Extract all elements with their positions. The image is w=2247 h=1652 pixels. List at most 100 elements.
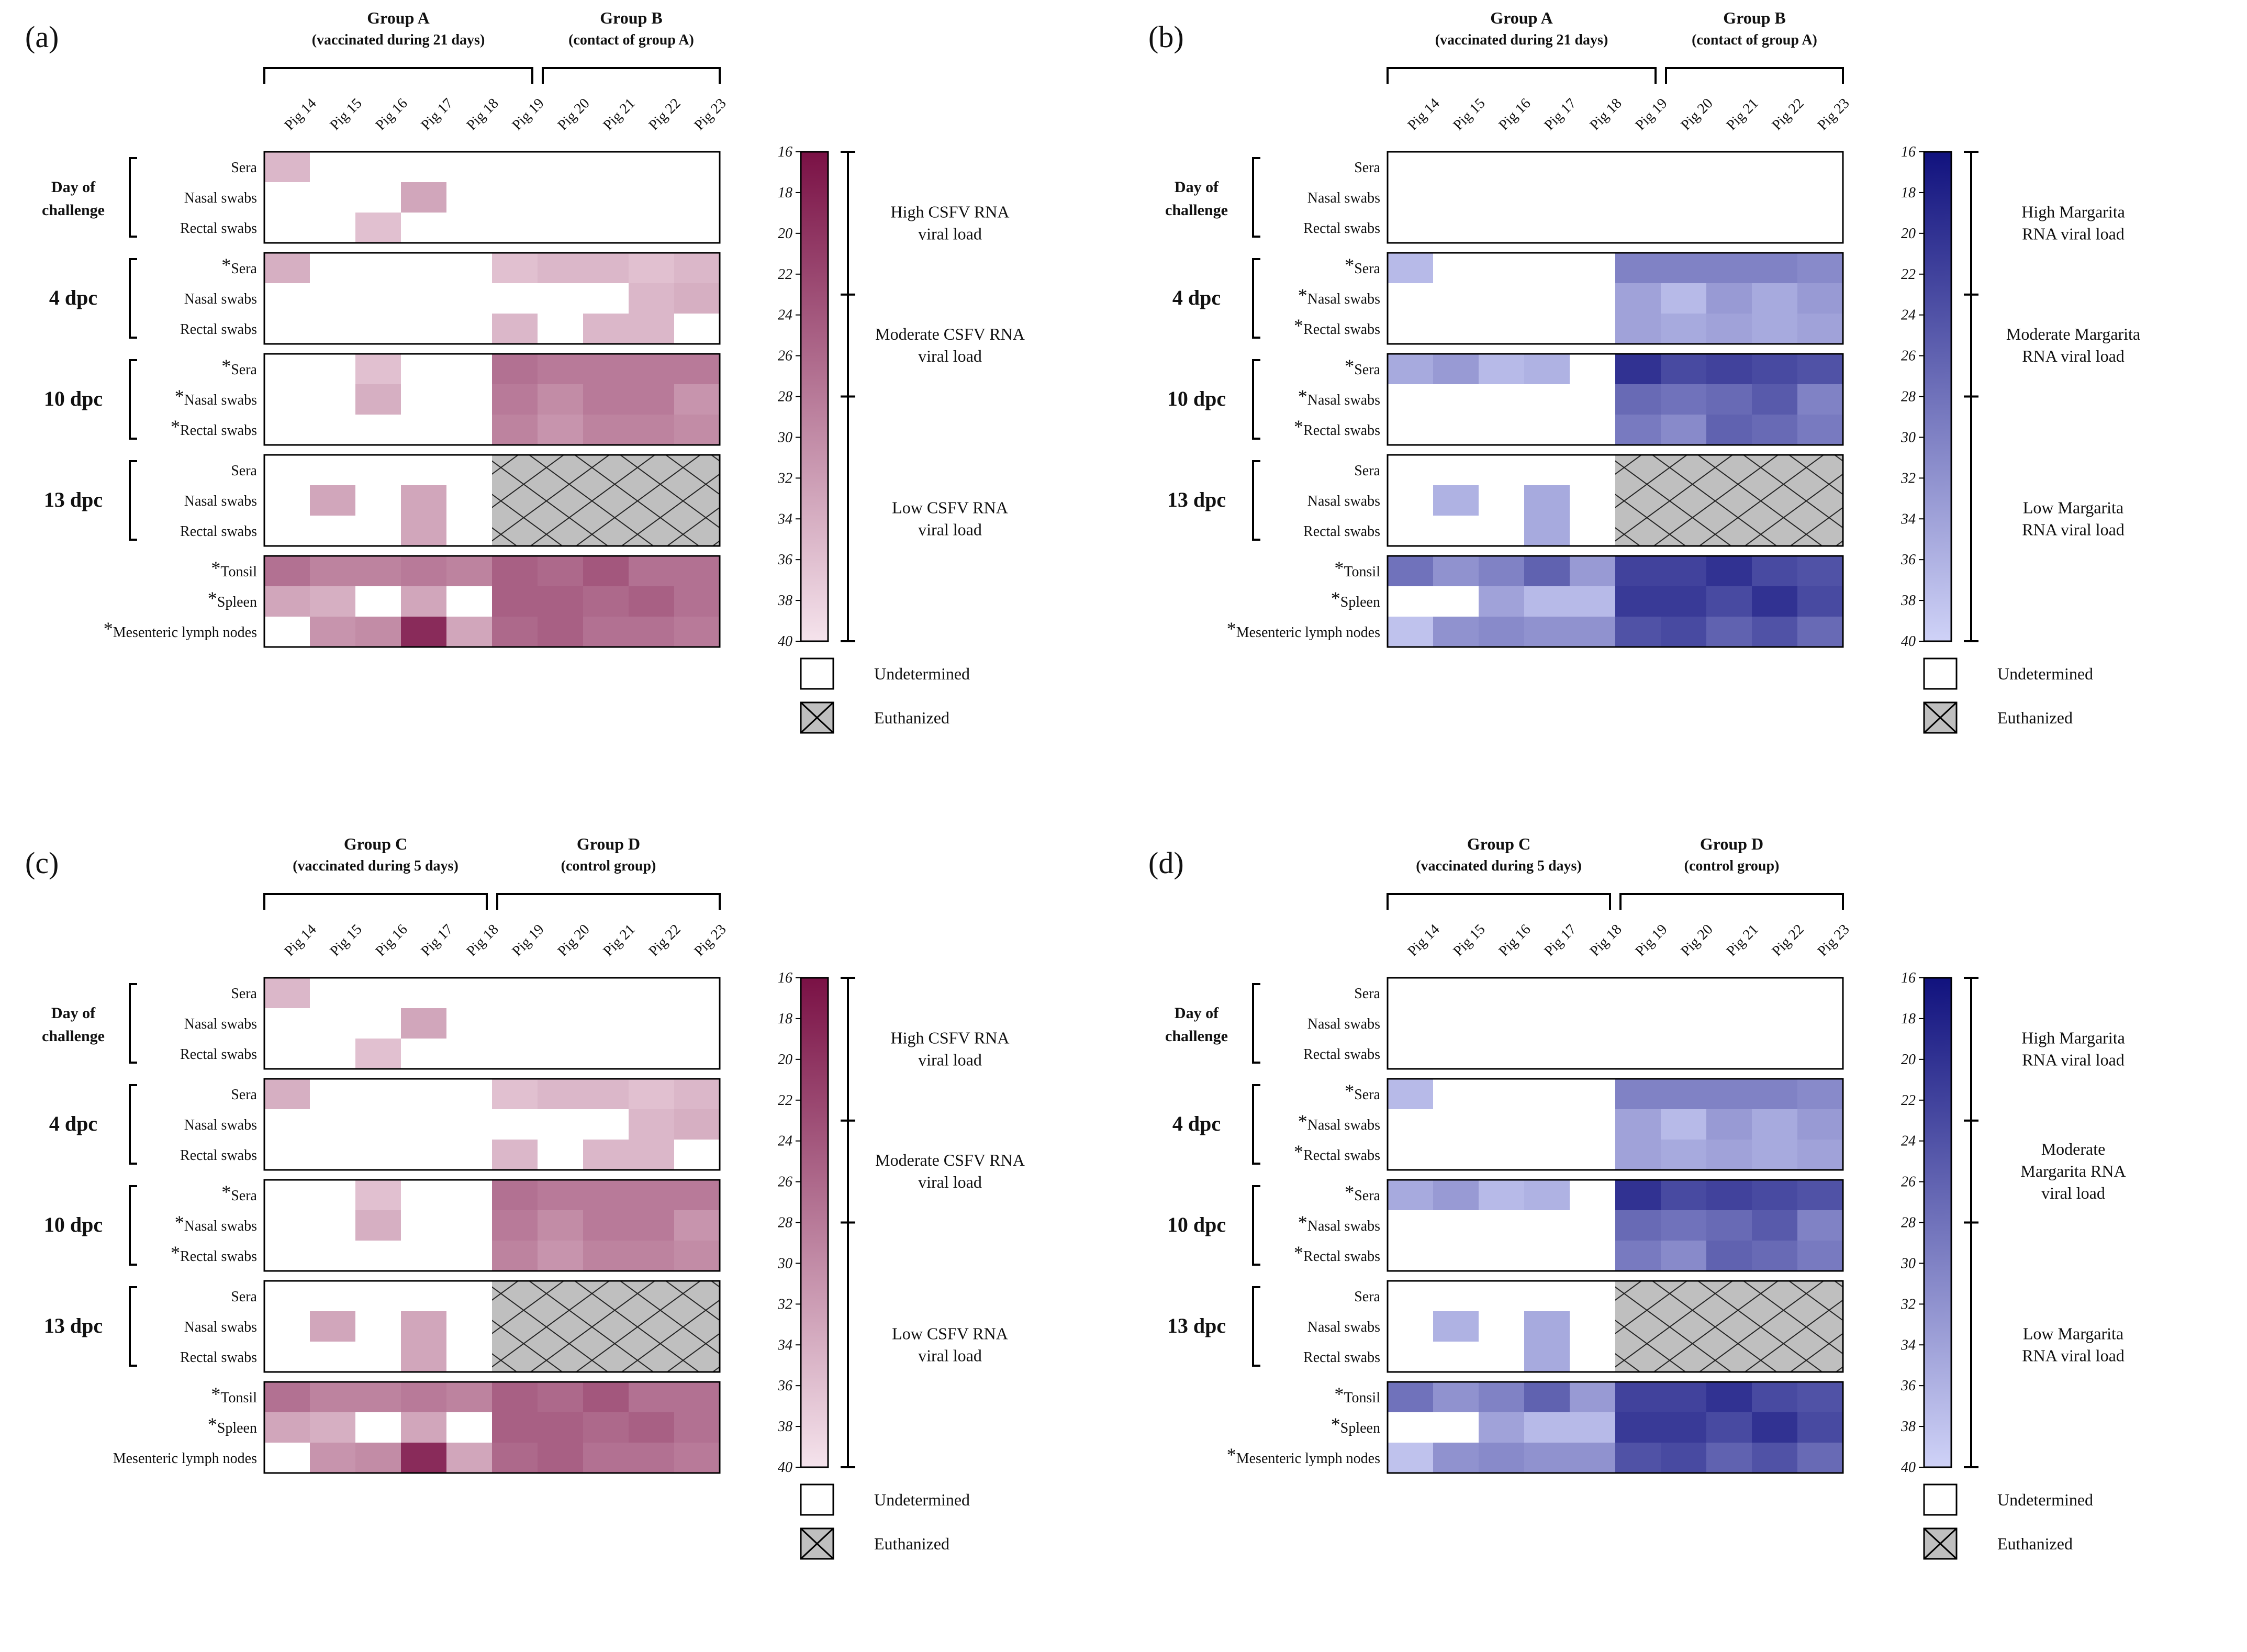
heatmap-cell-undetermined — [1388, 1342, 1434, 1372]
heatmap-cell-undetermined — [446, 485, 493, 516]
heatmap-cell — [583, 617, 629, 648]
heatmap-cell-undetermined — [1661, 182, 1707, 213]
heatmap-cell-undetermined — [310, 415, 356, 445]
heatmap-cell — [492, 1412, 538, 1443]
heatmap-cell — [264, 1382, 310, 1413]
heatmap-cell-undetermined — [264, 213, 310, 243]
heatmap-cell-undetermined — [1479, 516, 1525, 546]
block-label: 4 dpc — [49, 286, 97, 309]
heatmap-cell-undetermined — [310, 1008, 356, 1039]
row-label: Nasal swabs — [184, 190, 257, 206]
row-label: *Tonsil — [211, 557, 257, 580]
undetermined-swatch — [800, 657, 834, 690]
heatmap-cell — [538, 415, 584, 445]
pig-column-label: Pig 21 — [1724, 95, 1762, 133]
heatmap-cell-undetermined — [310, 283, 356, 314]
heatmap-cell-undetermined — [446, 1311, 493, 1342]
heatmap-cell-euthanized — [538, 1311, 584, 1342]
colorbar — [1923, 977, 1952, 1468]
pig-column-label: Pig 22 — [646, 921, 684, 959]
heatmap-cell — [674, 1109, 720, 1140]
heatmap-cell — [1524, 617, 1570, 648]
heatmap-cell-euthanized — [629, 1342, 675, 1372]
row-label: *Sera — [221, 355, 257, 378]
pig-column-label: Pig 22 — [1769, 921, 1807, 959]
heatmap-cell-undetermined — [674, 213, 720, 243]
heatmap-cell — [674, 1210, 720, 1241]
heatmap-cell — [1752, 1109, 1798, 1140]
colorbar-tick-label: 30 — [1901, 1255, 1916, 1271]
block-label: Day of challenge — [42, 178, 105, 219]
heatmap-cell-undetermined — [1615, 1039, 1661, 1069]
heatmap-cell-undetermined — [1570, 978, 1616, 1009]
heatmap-cell-undetermined — [446, 152, 493, 183]
heatmap-cell-undetermined — [1524, 152, 1570, 183]
heatmap-cell — [629, 314, 675, 344]
block-border — [1387, 1381, 1844, 1474]
row-label: *Nasal swabs — [1298, 1111, 1380, 1133]
pig-column-label: Pig 18 — [1587, 921, 1625, 959]
heatmap-cell-undetermined — [1570, 1109, 1616, 1140]
block-border — [263, 353, 721, 446]
heatmap-cell — [1752, 617, 1798, 648]
heatmap-cell-undetermined — [1615, 978, 1661, 1009]
block-bracket — [129, 460, 137, 541]
heatmap-cell-undetermined — [355, 586, 401, 617]
heatmap-cell — [1524, 1180, 1570, 1211]
row-label: *Mesenteric lymph nodes — [104, 618, 257, 641]
heatmap-cell — [1661, 253, 1707, 284]
heatmap-cell — [583, 1079, 629, 1110]
heatmap-cell-undetermined — [1524, 283, 1570, 314]
block-bracket — [129, 983, 137, 1064]
heatmap-cell-undetermined — [264, 354, 310, 385]
block-border — [263, 555, 721, 648]
heatmap-cell — [538, 1382, 584, 1413]
heatmap-cell — [1752, 1079, 1798, 1110]
heatmap-cell-undetermined — [1479, 213, 1525, 243]
heatmap-cell — [492, 1079, 538, 1110]
heatmap-cell-undetermined — [1433, 152, 1479, 183]
group-bracket — [1665, 67, 1844, 84]
block-border — [263, 977, 721, 1070]
heatmap-cell-undetermined — [446, 1342, 493, 1372]
heatmap-cell — [629, 1079, 675, 1110]
undetermined-swatch — [1923, 1483, 1958, 1516]
heatmap-cell-undetermined — [264, 1140, 310, 1170]
heatmap-cell-undetermined — [264, 384, 310, 415]
row-label: *Rectal swabs — [1294, 1242, 1380, 1265]
heatmap-cell-undetermined — [1524, 253, 1570, 284]
heatmap-cell — [538, 1079, 584, 1110]
heatmap-cell — [1706, 384, 1752, 415]
block-bracket — [129, 1286, 137, 1367]
heatmap-cell-undetermined — [1388, 415, 1434, 445]
heatmap-cell-undetermined — [1570, 516, 1616, 546]
heatmap-cell-undetermined — [1479, 455, 1525, 486]
colorbar-tick-label: 26 — [778, 348, 792, 364]
heatmap-cell-euthanized — [1615, 485, 1661, 516]
heatmap-cell — [1615, 1412, 1661, 1443]
colorbar-tick-label: 20 — [1901, 1052, 1916, 1068]
row-label: Rectal swabs — [1303, 1349, 1380, 1366]
block-label: 13 dpc — [44, 1314, 103, 1337]
heatmap-cell-euthanized — [1706, 1311, 1752, 1342]
heatmap-cell-undetermined — [401, 1180, 447, 1211]
heatmap-cell-undetermined — [264, 516, 310, 546]
heatmap-cell-undetermined — [1433, 213, 1479, 243]
heatmap-cell — [310, 617, 356, 648]
heatmap-cell-undetermined — [264, 1342, 310, 1372]
heatmap-cell-euthanized — [674, 516, 720, 546]
heatmap-cell — [1797, 384, 1843, 415]
row-label: *Nasal swabs — [1298, 285, 1380, 307]
heatmap-cell — [492, 253, 538, 284]
level-label: Low Margarita RNA viral load — [2022, 1324, 2125, 1365]
heatmap-cell-undetermined — [492, 152, 538, 183]
colorbar-tick-label: 34 — [1901, 511, 1916, 527]
heatmap-cell — [492, 556, 538, 587]
colorbar-tick-label: 16 — [778, 970, 792, 986]
heatmap-cell — [538, 253, 584, 284]
row-label: *Sera — [1345, 1080, 1380, 1103]
heatmap-cell-euthanized — [1706, 455, 1752, 486]
pig-column-label: Pig 22 — [1769, 95, 1807, 133]
heatmap-cell-undetermined — [264, 1281, 310, 1312]
euthanized-swatch-line — [800, 1527, 834, 1560]
